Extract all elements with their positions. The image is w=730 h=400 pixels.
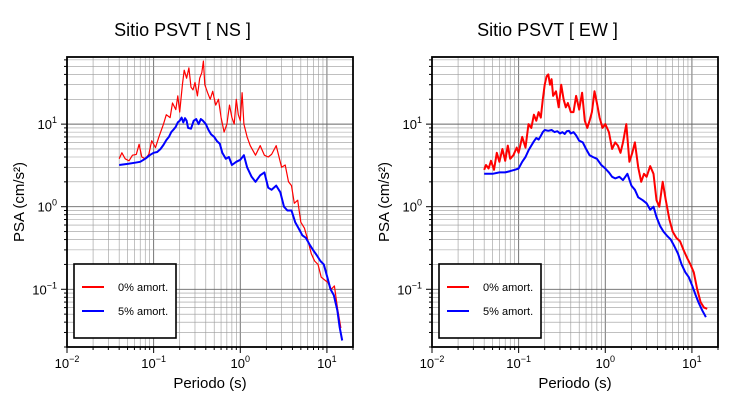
y-tick-label: 100 xyxy=(403,198,422,215)
series-line-damping-5 xyxy=(119,116,344,341)
plot-frame xyxy=(431,56,719,348)
legend-label: 5% amort. xyxy=(483,306,533,318)
chart-svg-ew: 10−2 10−1 100 101 10−1 100 101 Periodo (s) PSA (… xyxy=(376,56,719,392)
y-tick-label: 101 xyxy=(403,115,422,132)
x-tick-label: 10−2 xyxy=(420,354,445,371)
y-tick-label: 100 xyxy=(38,198,57,215)
y-tick-label: 10−1 xyxy=(32,280,57,297)
series-line-damping-0 xyxy=(483,73,708,310)
x-tick-label: 100 xyxy=(231,354,250,371)
x-tick-label: 100 xyxy=(596,354,615,371)
chart-title: Sitio PSVT [ EW ] xyxy=(477,20,618,40)
axis-ticks xyxy=(426,59,719,353)
x-tick-label: 10−1 xyxy=(506,354,531,371)
chart-panel-ew: Sitio PSVT [ EW ] 10−2 10−1 100 101 10−1 100 1… xyxy=(365,0,730,400)
series-line-damping-5 xyxy=(484,129,707,318)
x-tick-label: 101 xyxy=(682,354,701,371)
series-line-damping-0 xyxy=(118,60,342,329)
legend-label: 0% amort. xyxy=(118,282,168,294)
legend-box xyxy=(438,263,542,339)
y-tick-label: 101 xyxy=(38,115,57,132)
x-tick-label: 10−1 xyxy=(141,354,166,371)
y-axis-label: PSA (cm/s²) xyxy=(376,162,393,242)
chart-panel-ns: Sitio PSVT [ NS ] 10−2 10−1 100 101 10−1 100 1… xyxy=(11,20,354,392)
legend-label: 5% amort. xyxy=(118,306,168,318)
axis-ticks xyxy=(61,59,354,353)
legend-box xyxy=(73,263,177,339)
x-tick-label: 10−2 xyxy=(55,354,80,371)
plot-frame xyxy=(66,56,354,348)
y-tick-label: 10−1 xyxy=(397,280,422,297)
legend: 0% amort. 5% amort. xyxy=(438,263,542,339)
y-axis-label: PSA (cm/s²) xyxy=(11,162,28,242)
chart-title: Sitio PSVT [ NS ] xyxy=(114,20,251,40)
legend-label: 0% amort. xyxy=(483,282,533,294)
x-tick-label: 101 xyxy=(317,354,336,371)
chart-svg-ns: 10−2 10−1 100 101 10−1 100 101 Periodo (s) PSA (… xyxy=(11,56,354,392)
x-axis-label: Periodo (s) xyxy=(173,375,246,392)
x-axis-label: Periodo (s) xyxy=(538,375,611,392)
legend: 0% amort. 5% amort. xyxy=(73,263,177,339)
